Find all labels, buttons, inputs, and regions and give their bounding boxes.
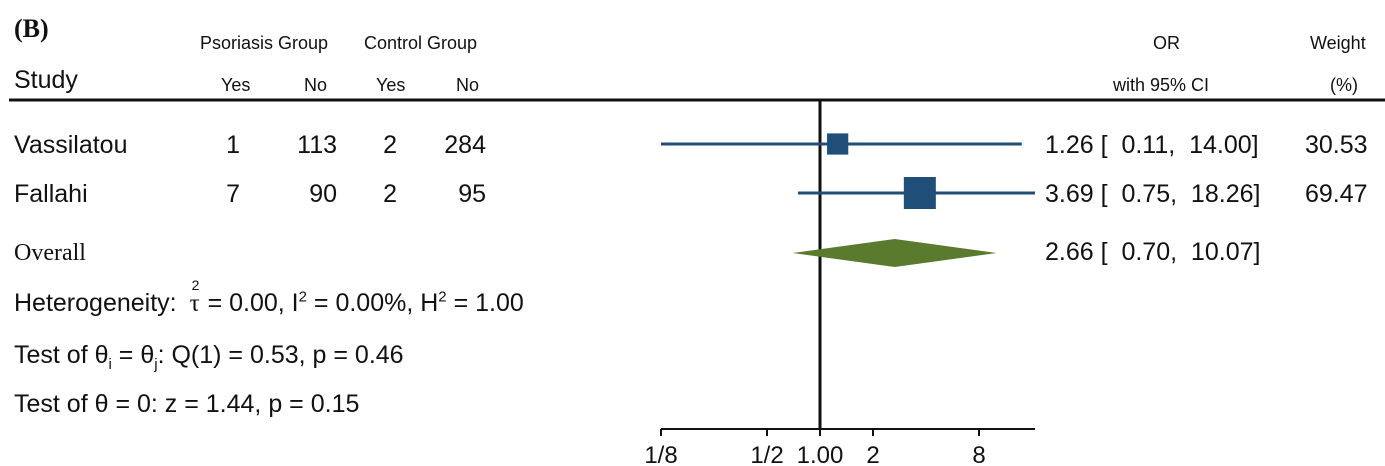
h-exponent: 2 [438,288,447,306]
study-effect-marker [903,177,936,209]
row-ctl-no: 95 [458,180,486,208]
header-weight-unit: (%) [1330,75,1358,95]
row-ctl-yes: 2 [383,180,397,208]
x-axis-tick-label: 1/2 [750,442,783,466]
header-psoriasis-group: Psoriasis Group [200,33,329,53]
heterogeneity-prefix: Heterogeneity: [14,289,177,317]
row-ps-no: 90 [309,180,337,208]
x-axis-tick-label: 1/8 [644,442,677,466]
tau-exponent: 2 [191,277,200,293]
row-or-ci: 3.69 [ 0.75, 18.26] [1045,180,1261,208]
i-exponent: 2 [298,288,307,306]
header-or-ci: with 95% CI [1113,75,1210,95]
study-effect-marker [827,133,849,155]
header-ps-yes: Yes [221,75,251,95]
header-ctl-yes: Yes [376,75,406,95]
header-study: Study [14,66,78,94]
row-ps-yes: 1 [226,131,240,159]
heterogeneity-stats: Heterogeneity: 2 τ = 0.00, I2 = 0.00%, H2 … [14,277,524,318]
header-ctl-no: No [456,75,480,95]
row-ctl-no: 284 [444,131,486,159]
test-heterogeneity: Test of θi = θj: Q(1) = 0.53, p = 0.46 [14,341,404,373]
overall-label: Overall [14,240,86,266]
i-value: = 0.00%, H [313,289,439,317]
overall-or-ci: 2.66 [ 0.70, 10.07] [1045,238,1261,266]
row-study-name: Fallahi [14,180,88,208]
panel-label: (B) [14,14,49,43]
overall-diamond [792,239,997,267]
test1-eq: = θ [118,341,155,369]
test1-sub-j: j [154,356,158,373]
x-axis-tick-label: 8 [972,442,985,466]
x-axis-tick-label: 2 [866,442,879,466]
tau-symbol: τ [189,290,200,317]
test1-prefix: Test of θ [14,341,109,369]
row-weight: 30.53 [1305,131,1368,159]
row-weight: 69.47 [1305,180,1368,208]
tau-value: = 0.00, I [207,289,299,317]
row-ps-yes: 7 [226,180,240,208]
header-ps-no: No [304,75,328,95]
row-or-ci: 1.26 [ 0.11, 14.00] [1045,131,1259,159]
h-value: = 1.00 [453,289,524,317]
test-overall-effect: Test of θ = 0: z = 1.44, p = 0.15 [14,390,360,418]
test1-sub-i: i [108,356,112,373]
header-control-group: Control Group [364,33,478,53]
row-ctl-yes: 2 [383,131,397,159]
header-weight: Weight [1310,33,1366,53]
x-axis-tick-label: 1.00 [797,442,844,466]
test1-rest: : Q(1) = 0.53, p = 0.46 [157,341,404,369]
row-ps-no: 113 [297,131,337,159]
header-or: OR [1153,33,1180,53]
row-study-name: Vassilatou [14,131,128,159]
